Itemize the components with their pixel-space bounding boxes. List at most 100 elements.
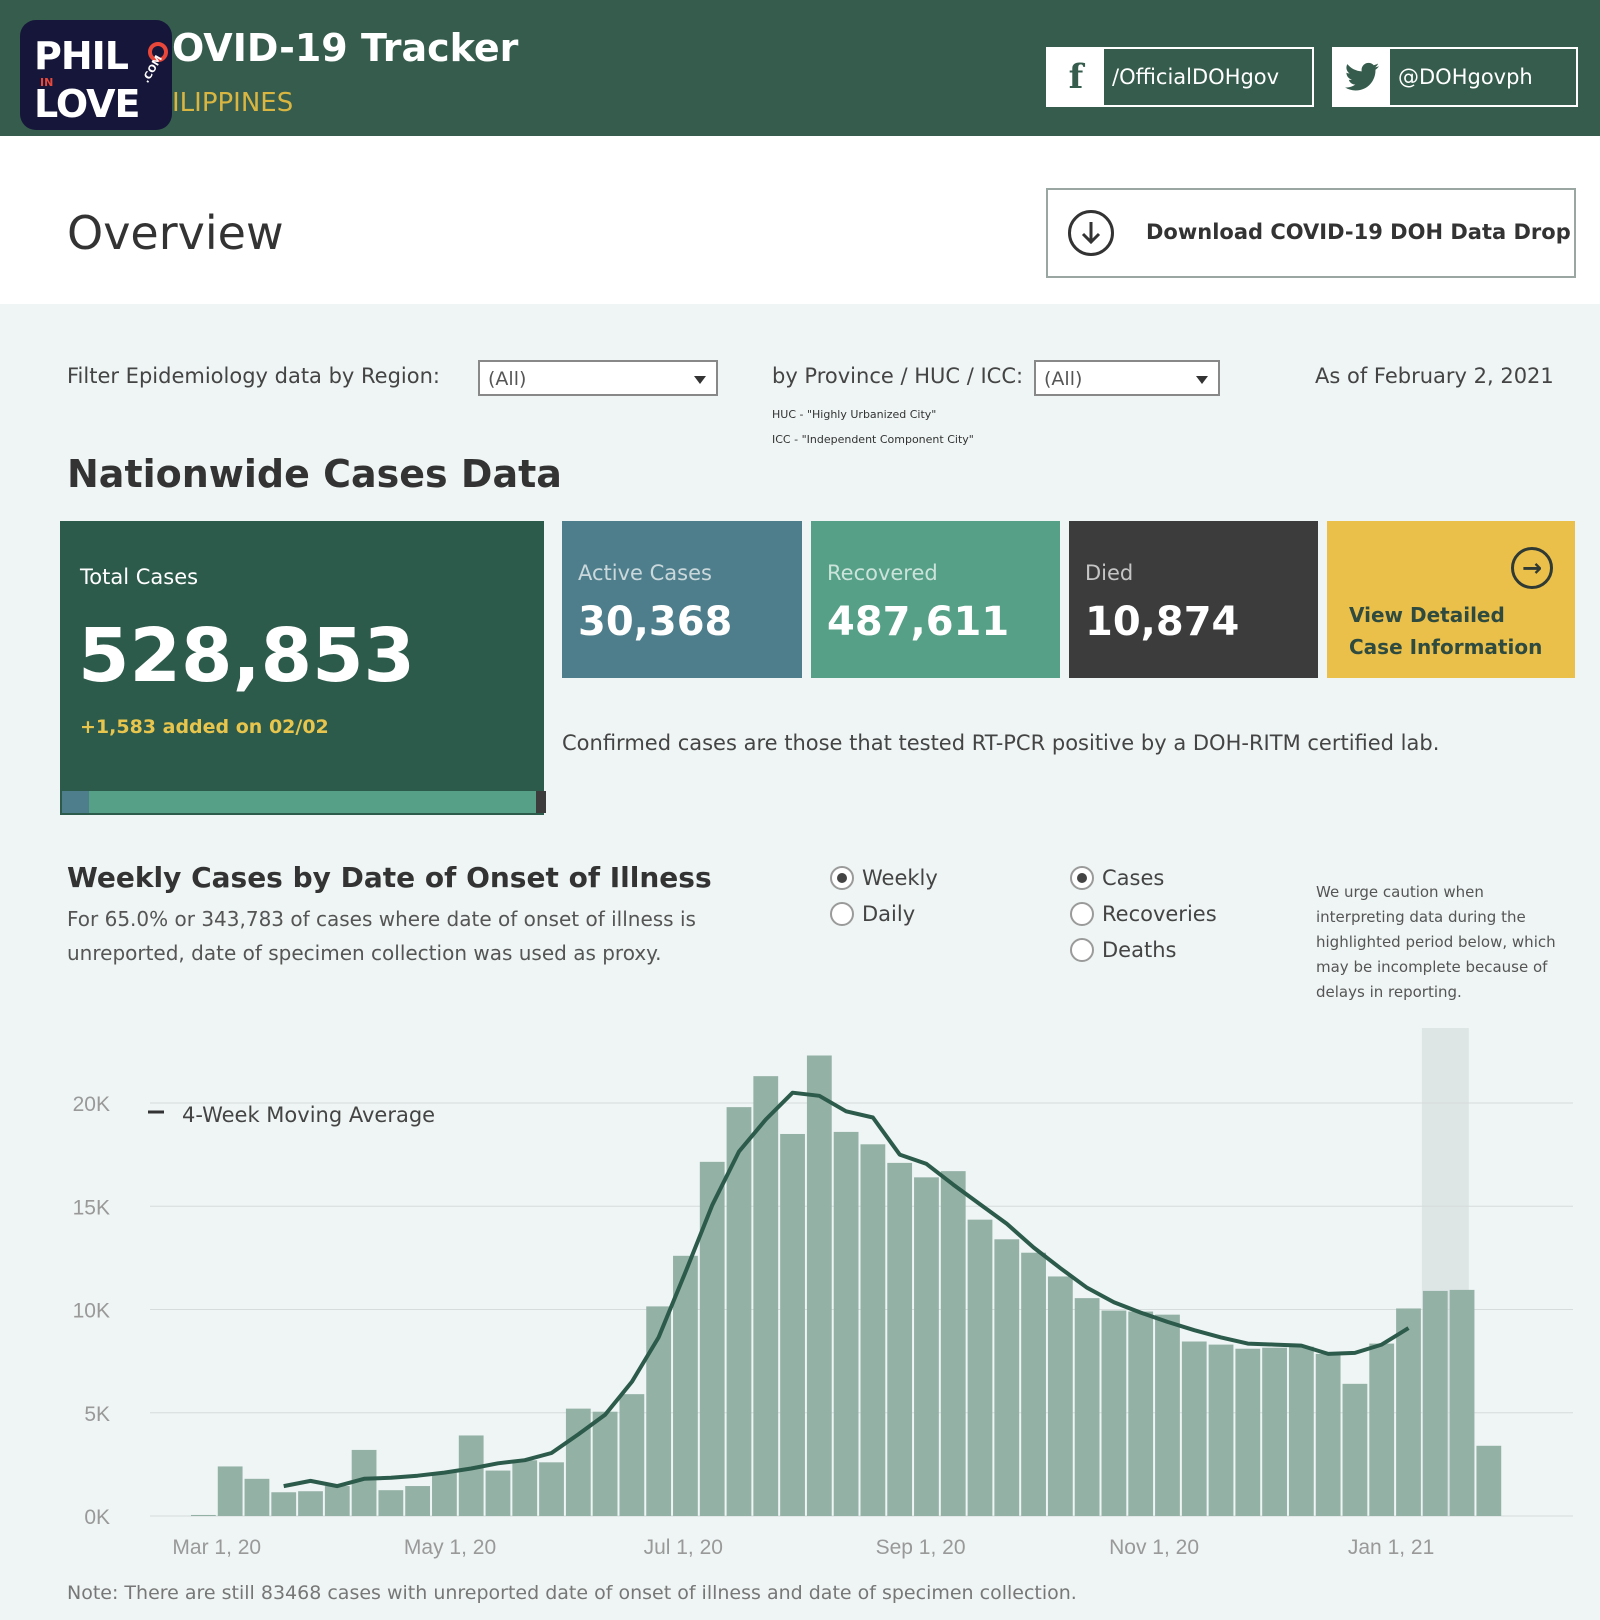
bar-week-1 — [217, 1466, 243, 1516]
radio-button-icon — [1070, 938, 1094, 962]
died-label: Died — [1085, 561, 1134, 585]
logo-line2: LOVE — [34, 82, 141, 126]
y-tick-label: 15K — [73, 1196, 110, 1219]
app-subtitle: ILIPPINES — [172, 88, 294, 118]
bar-week-13 — [539, 1462, 564, 1516]
facebook-handle: /OfficialDOHgov — [1112, 65, 1280, 89]
bar-week-48 — [1476, 1445, 1502, 1516]
bar-week-7 — [378, 1490, 404, 1516]
radio-deaths[interactable]: Deaths — [1070, 938, 1176, 962]
total-cases-value: 528,853 — [78, 613, 416, 699]
bar-week-46 — [1422, 1290, 1448, 1516]
weekly-chart-description: For 65.0% or 343,783 of cases where date… — [67, 902, 787, 970]
download-label: Download COVID-19 DOH Data Drop — [1146, 220, 1571, 244]
bar-week-34 — [1101, 1310, 1127, 1516]
bar-week-31 — [1021, 1252, 1046, 1516]
radio-recoveries[interactable]: Recoveries — [1070, 902, 1217, 926]
y-tick-label: 20K — [73, 1093, 110, 1116]
bar-week-22 — [780, 1133, 805, 1516]
bar-week-35 — [1128, 1311, 1154, 1516]
facebook-link[interactable]: f /OfficialDOHgov — [1046, 47, 1314, 107]
bar-week-36 — [1155, 1314, 1180, 1516]
bar-week-39 — [1235, 1348, 1261, 1516]
view-detailed-button[interactable]: → View Detailed Case Information — [1327, 521, 1575, 678]
detail-label-line2: Case Information — [1349, 635, 1543, 659]
chevron-down-icon — [1196, 376, 1208, 384]
caution-line: delays in reporting. — [1316, 983, 1462, 1001]
province-select[interactable]: (All) — [1034, 360, 1220, 396]
died-card: Died 10,874 — [1069, 521, 1318, 678]
bar-week-2 — [244, 1478, 270, 1516]
weekly-desc-line2: unreported, date of specimen collection … — [67, 941, 662, 965]
bar-week-25 — [860, 1144, 886, 1516]
x-tick-label: Sep 1, 20 — [876, 1536, 966, 1559]
bar-week-19 — [699, 1161, 725, 1516]
bar-week-30 — [994, 1239, 1020, 1516]
radio-daily[interactable]: Daily — [830, 902, 915, 926]
caution-note: We urge caution when interpreting data d… — [1316, 880, 1578, 1005]
philinlove-logo: PHIL IN LOVE .COM — [20, 20, 172, 130]
composition-died-segment — [536, 791, 546, 813]
bar-week-29 — [967, 1219, 993, 1516]
active-cases-value: 30,368 — [578, 599, 733, 645]
radio-cases-label: Cases — [1102, 866, 1165, 890]
logo-line1: PHIL — [34, 34, 129, 78]
bar-week-3 — [271, 1492, 297, 1516]
bar-week-8 — [405, 1486, 431, 1516]
active-cases-card: Active Cases 30,368 — [562, 521, 802, 678]
bar-week-14 — [565, 1408, 591, 1516]
y-tick-label: 10K — [73, 1300, 110, 1323]
bar-week-15 — [592, 1411, 618, 1516]
radio-button-icon — [1070, 866, 1094, 890]
radio-weekly-label: Weekly — [862, 866, 938, 890]
bar-week-18 — [673, 1255, 698, 1516]
x-tick-label: Jul 1, 20 — [644, 1536, 723, 1559]
bar-week-4 — [298, 1491, 323, 1516]
caution-line: highlighted period below, which — [1316, 933, 1556, 951]
x-tick-label: May 1, 20 — [404, 1536, 496, 1559]
bar-week-33 — [1074, 1298, 1100, 1516]
bar-week-47 — [1449, 1289, 1475, 1516]
bar-week-11 — [485, 1470, 511, 1516]
bar-week-45 — [1396, 1308, 1421, 1516]
confirmed-note: Confirmed cases are those that tested RT… — [562, 731, 1440, 755]
caution-line: We urge caution when — [1316, 883, 1484, 901]
bar-week-12 — [512, 1460, 538, 1516]
radio-recoveries-label: Recoveries — [1102, 902, 1217, 926]
recovered-card: Recovered 487,611 — [811, 521, 1060, 678]
radio-cases[interactable]: Cases — [1070, 866, 1164, 890]
icc-note: ICC - "Independent Component City" — [772, 433, 974, 446]
bar-week-42 — [1315, 1353, 1341, 1516]
bar-week-21 — [753, 1076, 779, 1516]
weekly-desc-line1: For 65.0% or 343,783 of cases where date… — [67, 907, 696, 931]
composition-active-segment — [62, 791, 90, 813]
died-value: 10,874 — [1085, 599, 1240, 645]
chart-footnote: Note: There are still 83468 cases with u… — [67, 1582, 1077, 1604]
overview-section: Overview Download COVID-19 DOH Data Drop — [0, 136, 1600, 304]
radio-deaths-label: Deaths — [1102, 938, 1177, 962]
legend-label: 4-Week Moving Average — [182, 1103, 435, 1127]
weekly-chart-title: Weekly Cases by Date of Onset of Illness — [67, 861, 712, 894]
download-data-button[interactable]: Download COVID-19 DOH Data Drop — [1046, 188, 1576, 278]
bar-week-5 — [324, 1486, 350, 1516]
bar-week-44 — [1369, 1343, 1395, 1516]
facebook-icon: f — [1048, 49, 1104, 105]
x-tick-label: Jan 1, 21 — [1348, 1536, 1434, 1559]
bar-week-43 — [1342, 1383, 1368, 1516]
x-tick-label: Mar 1, 20 — [172, 1536, 261, 1559]
bar-week-41 — [1288, 1346, 1314, 1516]
radio-weekly[interactable]: Weekly — [830, 866, 938, 890]
app-header: PHIL IN LOVE .COM OVID-19 Tracker ILIPPI… — [0, 0, 1600, 136]
region-select[interactable]: (All) — [478, 360, 718, 396]
bar-week-40 — [1262, 1347, 1287, 1516]
case-composition-bar — [62, 791, 546, 813]
twitter-link[interactable]: @DOHgovph — [1332, 47, 1578, 107]
logo-in: IN — [40, 76, 54, 89]
bar-week-27 — [914, 1177, 939, 1516]
region-filter-label: Filter Epidemiology data by Region: — [67, 364, 440, 388]
bar-week-32 — [1047, 1276, 1073, 1516]
caution-line: may be incomplete because of — [1316, 958, 1548, 976]
download-icon — [1068, 210, 1114, 256]
caution-line: interpreting data during the — [1316, 908, 1526, 926]
radio-button-icon — [830, 902, 854, 926]
